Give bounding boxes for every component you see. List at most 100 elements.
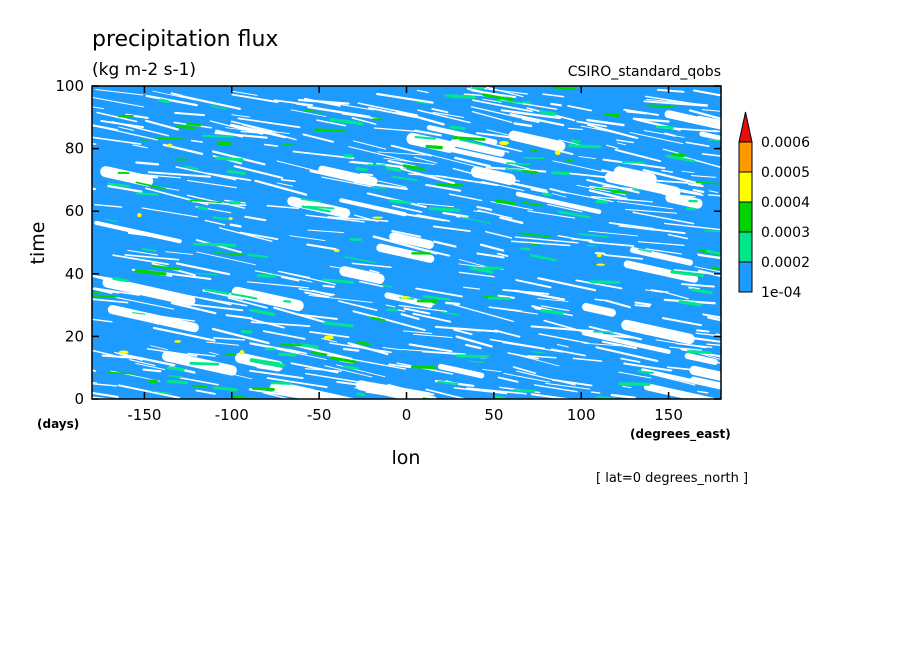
moist-patch: [541, 112, 555, 114]
moist-patch: [497, 201, 514, 203]
high-precip-spot: [401, 296, 411, 299]
dry-streak: [721, 346, 782, 353]
moist-patch: [156, 138, 183, 139]
dry-streak: [53, 234, 88, 241]
dry-streak: [719, 386, 761, 396]
moist-patch: [688, 352, 710, 353]
moist-patch: [191, 363, 218, 364]
high-precip-spot: [372, 216, 383, 218]
moist-patch: [570, 146, 600, 147]
colorbar-label: 1e-04: [761, 285, 801, 301]
moist-patch: [606, 114, 618, 115]
dry-streak: [730, 88, 780, 98]
chart-title: precipitation flux: [92, 27, 278, 52]
colorbar-segment: [739, 172, 752, 202]
moist-patch: [302, 345, 317, 347]
high-precip-spot: [324, 336, 334, 340]
dry-streak: [721, 386, 761, 395]
y-axis-label: time: [27, 222, 49, 265]
x-tick-label: -150: [127, 406, 161, 424]
moist-patch: [150, 381, 156, 382]
moist-patch: [638, 371, 652, 373]
moist-patch: [507, 163, 530, 164]
dry-streak: [734, 366, 787, 377]
moist-patch: [192, 386, 207, 387]
moist-patch: [473, 88, 483, 89]
high-precip-spot: [229, 217, 233, 220]
colorbar-segment: [739, 262, 752, 292]
moist-patch: [544, 194, 551, 195]
high-precip-spot: [137, 213, 141, 217]
dry-patch: [619, 172, 651, 179]
moist-patch: [137, 193, 158, 194]
dry-streak: [728, 333, 779, 339]
moist-patch: [168, 368, 183, 370]
moist-patch: [272, 383, 291, 384]
moist-patch: [254, 388, 274, 389]
dry-streak: [722, 233, 737, 237]
high-precip-spot: [240, 350, 244, 355]
y-tick-label: 60: [65, 202, 84, 220]
dry-streak: [446, 303, 459, 304]
dry-streak: [726, 113, 738, 116]
high-precip-spot: [119, 350, 129, 354]
moist-patch: [214, 388, 236, 390]
moist-patch: [572, 141, 579, 142]
footer-note: [ lat=0 degrees_north ]: [596, 471, 748, 486]
dry-streak: [735, 331, 769, 340]
dry-streak: [718, 363, 746, 365]
moist-patch: [515, 390, 534, 391]
moist-patch: [457, 356, 487, 357]
dry-streak: [60, 386, 75, 390]
moist-patch: [553, 173, 569, 174]
moist-patch: [597, 202, 606, 203]
dry-streak: [721, 297, 755, 303]
moist-patch: [372, 188, 385, 189]
dry-streak: [725, 334, 773, 347]
x-tick-label: -50: [307, 406, 332, 424]
dry-streak: [74, 253, 89, 254]
dry-streak: [635, 305, 649, 306]
moist-patch: [489, 298, 509, 299]
high-precip-spot: [334, 249, 340, 252]
moist-patch: [160, 100, 167, 101]
colorbar-extend-arrow: [739, 112, 752, 142]
colorbar-label: 0.0004: [761, 195, 810, 211]
x-tick-label: 50: [484, 406, 503, 424]
moist-patch: [657, 127, 672, 128]
moist-patch: [284, 301, 290, 302]
dry-streak: [724, 319, 771, 325]
x-tick-label: -100: [215, 406, 249, 424]
dry-streak: [52, 231, 83, 238]
precipitation-field: [52, 86, 787, 406]
moist-patch: [430, 208, 459, 210]
high-precip-spot: [174, 340, 181, 343]
moist-patch: [524, 158, 544, 159]
dry-streak: [76, 373, 88, 374]
moist-patch: [523, 102, 529, 103]
moist-patch: [168, 381, 186, 382]
moist-patch: [522, 249, 529, 250]
moist-patch: [358, 342, 369, 344]
y-axis-units: (days): [37, 417, 79, 431]
y-tick-label: 0: [74, 390, 84, 408]
moist-patch: [207, 244, 235, 245]
moist-patch: [203, 136, 233, 137]
moist-patch: [427, 147, 441, 148]
moist-patch: [199, 208, 206, 209]
moist-patch: [227, 354, 235, 355]
colorbar-label: 0.0006: [761, 135, 810, 151]
high-precip-spot: [596, 264, 605, 266]
moist-patch: [280, 354, 295, 355]
dry-patch: [586, 307, 612, 313]
dry-streak: [323, 286, 333, 287]
dry-patch: [477, 172, 510, 179]
dry-streak: [724, 330, 774, 335]
dry-streak: [79, 359, 89, 360]
moist-patch: [687, 209, 695, 210]
moist-patch: [357, 169, 366, 170]
dataset-label: CSIRO_standard_qobs: [568, 64, 721, 80]
chart-units: (kg m-2 s-1): [92, 60, 196, 80]
colorbar-segment: [739, 232, 752, 262]
x-tick-label: 150: [654, 406, 683, 424]
